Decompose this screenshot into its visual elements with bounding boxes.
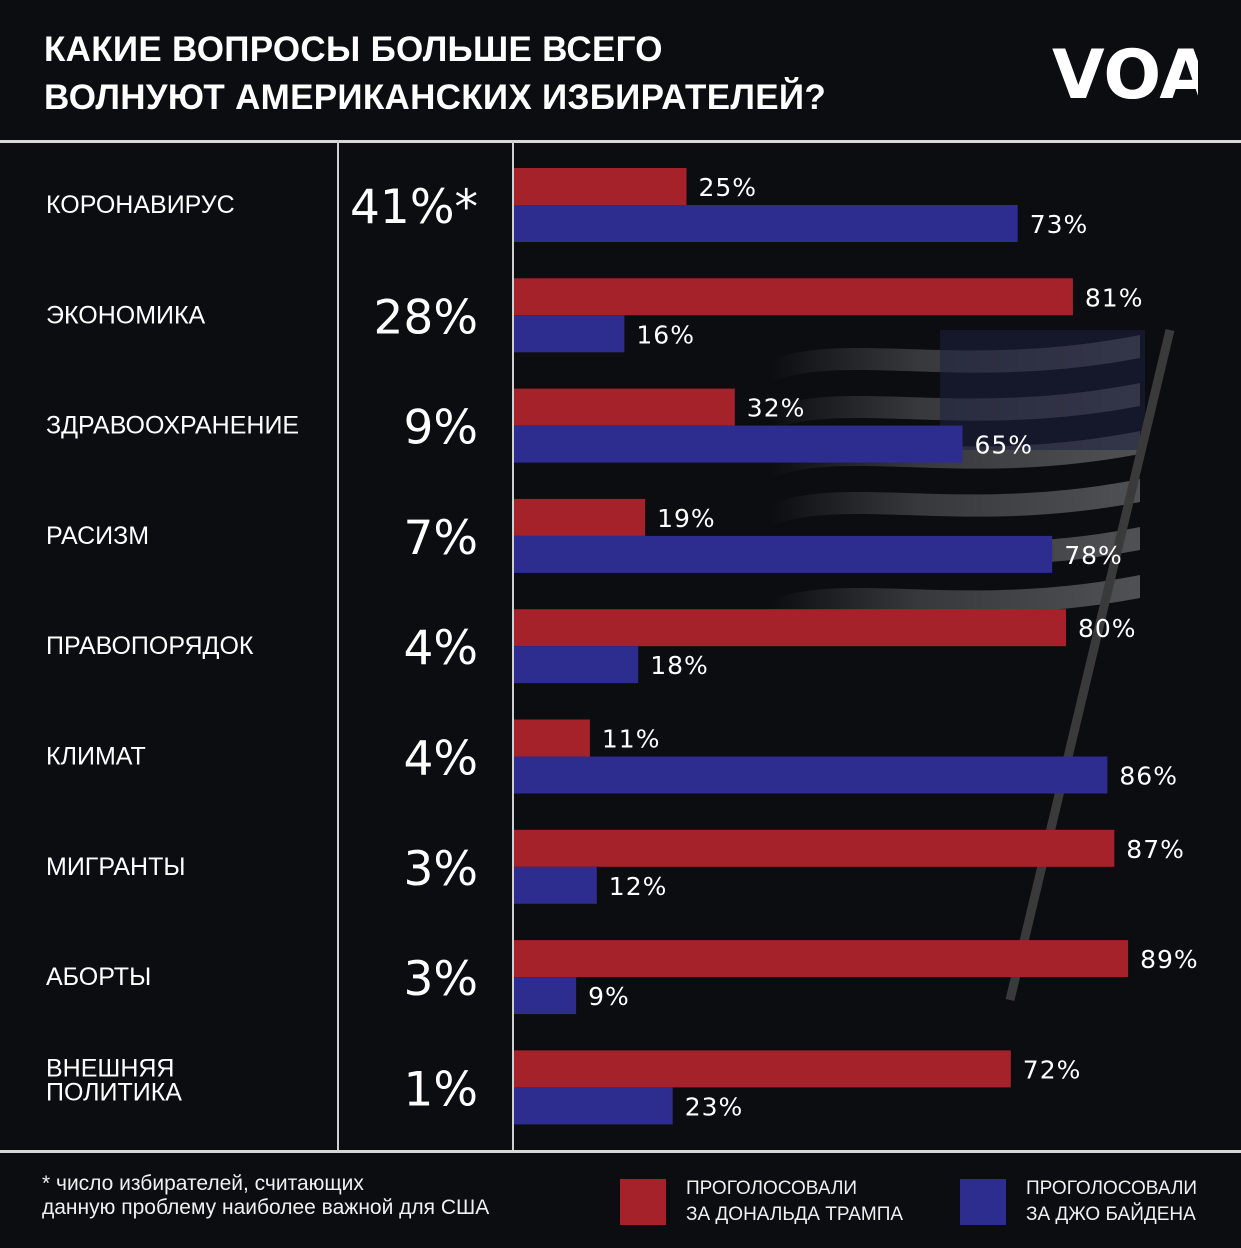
bar-trump — [514, 1050, 1011, 1088]
category-label: ЗДРАВООХРАНЕНИЕ — [46, 412, 299, 440]
importance-value: 41%* — [350, 180, 478, 235]
bottom-divider — [0, 1150, 1241, 1153]
bar-trump — [514, 388, 735, 426]
chart-row: КОРОНАВИРУС 41%* 25% 73% — [46, 168, 1089, 242]
footnote-line-1: * число избирателей, считающих — [42, 1172, 364, 1195]
category-label-line: ВНЕШНЯЯ — [46, 1054, 174, 1082]
legend-label-trump: ПРОГОЛОСОВАЛИ ЗА ДОНАЛЬДА ТРАМПА — [686, 1176, 903, 1228]
legend-trump-line-1: ПРОГОЛОСОВАЛИ — [686, 1178, 858, 1199]
category-label: РАСИЗМ — [46, 522, 149, 550]
bar-biden — [514, 535, 1053, 573]
value-label-biden: 23% — [685, 1092, 744, 1121]
importance-value: 4% — [403, 732, 478, 787]
bar-trump — [514, 498, 646, 536]
bar-biden — [514, 315, 625, 353]
legend-item-biden: ПРОГОЛОСОВАЛИ ЗА ДЖО БАЙДЕНА — [960, 1176, 1197, 1228]
chart-row: ПРАВОПОРЯДОК 4% 80% 18% — [46, 609, 1137, 684]
chart-row: МИГРАНТЫ 3% 87% 12% — [46, 829, 1185, 904]
bar-biden — [514, 646, 639, 684]
importance-value: 4% — [403, 621, 478, 676]
category-label: АБОРТЫ — [46, 963, 151, 991]
value-label-trump: 19% — [657, 504, 716, 533]
value-label-trump: 32% — [747, 394, 806, 423]
flag-stripe — [770, 575, 1140, 622]
footnote: * число избирателей, считающих данную пр… — [42, 1172, 602, 1220]
column-divider-2 — [512, 140, 514, 1150]
legend-biden-line-1: ПРОГОЛОСОВАЛИ — [1026, 1178, 1198, 1199]
importance-value: 3% — [403, 842, 478, 897]
value-label-trump: 80% — [1078, 614, 1137, 643]
importance-value: 3% — [403, 952, 478, 1007]
value-label-biden: 16% — [636, 320, 695, 349]
bar-trump — [514, 609, 1066, 647]
flag-pole — [1005, 328, 1175, 1002]
flag-stripe — [770, 479, 1140, 526]
bar-biden — [514, 756, 1108, 794]
category-label: ЭКОНОМИКА — [46, 301, 206, 329]
value-label-biden: 86% — [1119, 762, 1178, 791]
value-label-biden: 65% — [975, 431, 1034, 460]
value-label-biden: 78% — [1064, 541, 1123, 570]
category-label: МИГРАНТЫ — [46, 853, 185, 881]
value-label-biden: 9% — [588, 982, 630, 1011]
value-label-biden: 12% — [609, 872, 668, 901]
chart-row: КЛИМАТ 4% 11% 86% — [46, 719, 1178, 794]
value-label-trump: 87% — [1126, 835, 1185, 864]
value-label-trump: 25% — [699, 173, 758, 202]
bar-trump — [514, 719, 590, 757]
importance-value: 28% — [374, 290, 478, 345]
value-label-biden: 18% — [650, 651, 709, 680]
voa-logo: VOA — [1052, 40, 1198, 102]
flag-canton — [940, 330, 1145, 450]
column-divider-1 — [337, 140, 339, 1150]
bar-biden — [514, 977, 577, 1015]
chart-row: ЗДРАВООХРАНЕНИЕ 9% 32% 65% — [46, 388, 1034, 463]
legend-trump-line-2: ЗА ДОНАЛЬДА ТРАМПА — [686, 1204, 904, 1225]
category-label: ВНЕШНЯЯ ПОЛИТИКА — [46, 1054, 182, 1106]
legend-swatch-trump — [620, 1179, 666, 1225]
title-line-2: ВОЛНУЮТ АМЕРИКАНСКИХ ИЗБИРАТЕЛЕЙ? — [44, 78, 827, 117]
category-label: ПРАВОПОРЯДОК — [46, 632, 254, 660]
legend-label-biden: ПРОГОЛОСОВАЛИ ЗА ДЖО БАЙДЕНА — [1026, 1176, 1197, 1228]
chart-row: РАСИЗМ 7% 19% 78% — [46, 498, 1123, 573]
bar-biden — [514, 866, 597, 904]
bar-trump — [514, 168, 687, 205]
legend-item-trump: ПРОГОЛОСОВАЛИ ЗА ДОНАЛЬДА ТРАМПА — [620, 1176, 903, 1228]
importance-value: 7% — [403, 511, 478, 566]
value-label-trump: 11% — [602, 725, 661, 754]
bar-biden — [514, 1087, 673, 1125]
value-label-trump: 81% — [1085, 283, 1144, 312]
page-title: КАКИЕ ВОПРОСЫ БОЛЬШЕ ВСЕГО ВОЛНУЮТ АМЕРИ… — [44, 26, 944, 122]
importance-value: 9% — [403, 401, 478, 456]
category-label: КОРОНАВИРУС — [46, 191, 235, 219]
legend-swatch-biden — [960, 1179, 1006, 1225]
importance-value: 1% — [403, 1062, 478, 1117]
title-line-1: КАКИЕ ВОПРОСЫ БОЛЬШЕ ВСЕГО — [44, 30, 663, 69]
logo-text: VOA — [1052, 40, 1198, 102]
value-label-trump: 72% — [1023, 1055, 1082, 1084]
category-label-line: ПОЛИТИКА — [46, 1078, 182, 1106]
chart-row: ВНЕШНЯЯ ПОЛИТИКА 1% 72% 23% — [46, 1050, 1082, 1125]
value-label-trump: 89% — [1140, 945, 1199, 974]
footnote-line-2: данную проблему наиболее важной для США — [42, 1196, 490, 1219]
bar-trump — [514, 278, 1073, 316]
chart-row: ЭКОНОМИКА 28% 81% 16% — [46, 278, 1144, 353]
category-label: КЛИМАТ — [46, 743, 146, 771]
bar-trump — [514, 940, 1129, 978]
bar-trump — [514, 829, 1115, 867]
top-divider — [0, 140, 1241, 143]
legend-biden-line-2: ЗА ДЖО БАЙДЕНА — [1026, 1204, 1196, 1225]
value-label-biden: 73% — [1030, 210, 1089, 239]
bar-biden — [514, 425, 963, 463]
bar-biden — [514, 205, 1018, 242]
chart-row: АБОРТЫ 3% 89% 9% — [46, 940, 1199, 1015]
